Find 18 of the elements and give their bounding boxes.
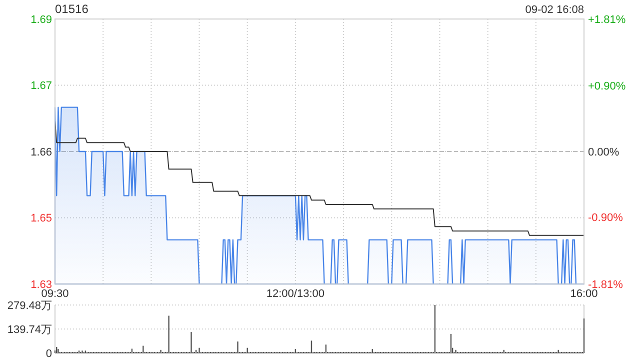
y-tick-label: 1.67	[30, 80, 52, 92]
y-tick-label: 1.65	[30, 212, 52, 225]
x-tick-label: 12:00/13:00	[266, 288, 325, 300]
y2-tick-label: -0.90%	[588, 212, 624, 224]
y-tick-label: 1.69	[30, 14, 52, 26]
x-tick-label: 09:30	[41, 288, 69, 300]
y2-tick-label: 0.00%	[588, 146, 620, 158]
chart-title: 01516	[55, 2, 89, 16]
y2-tick-label: +0.90%	[588, 80, 626, 92]
y-tick-label: 1.66	[30, 146, 52, 158]
x-tick-label: 16:00	[570, 288, 598, 300]
y-tick-label: 279.48万	[7, 300, 52, 312]
y2-tick-label: -1.81%	[588, 278, 624, 291]
y-tick-label: 0	[46, 348, 52, 360]
y2-tick-label: +1.81%	[588, 14, 626, 26]
y-tick-label: 139.74万	[7, 324, 52, 336]
chart-subtitle: 09-02 16:08	[525, 4, 584, 16]
y-tick-label: 1.63	[30, 278, 52, 291]
